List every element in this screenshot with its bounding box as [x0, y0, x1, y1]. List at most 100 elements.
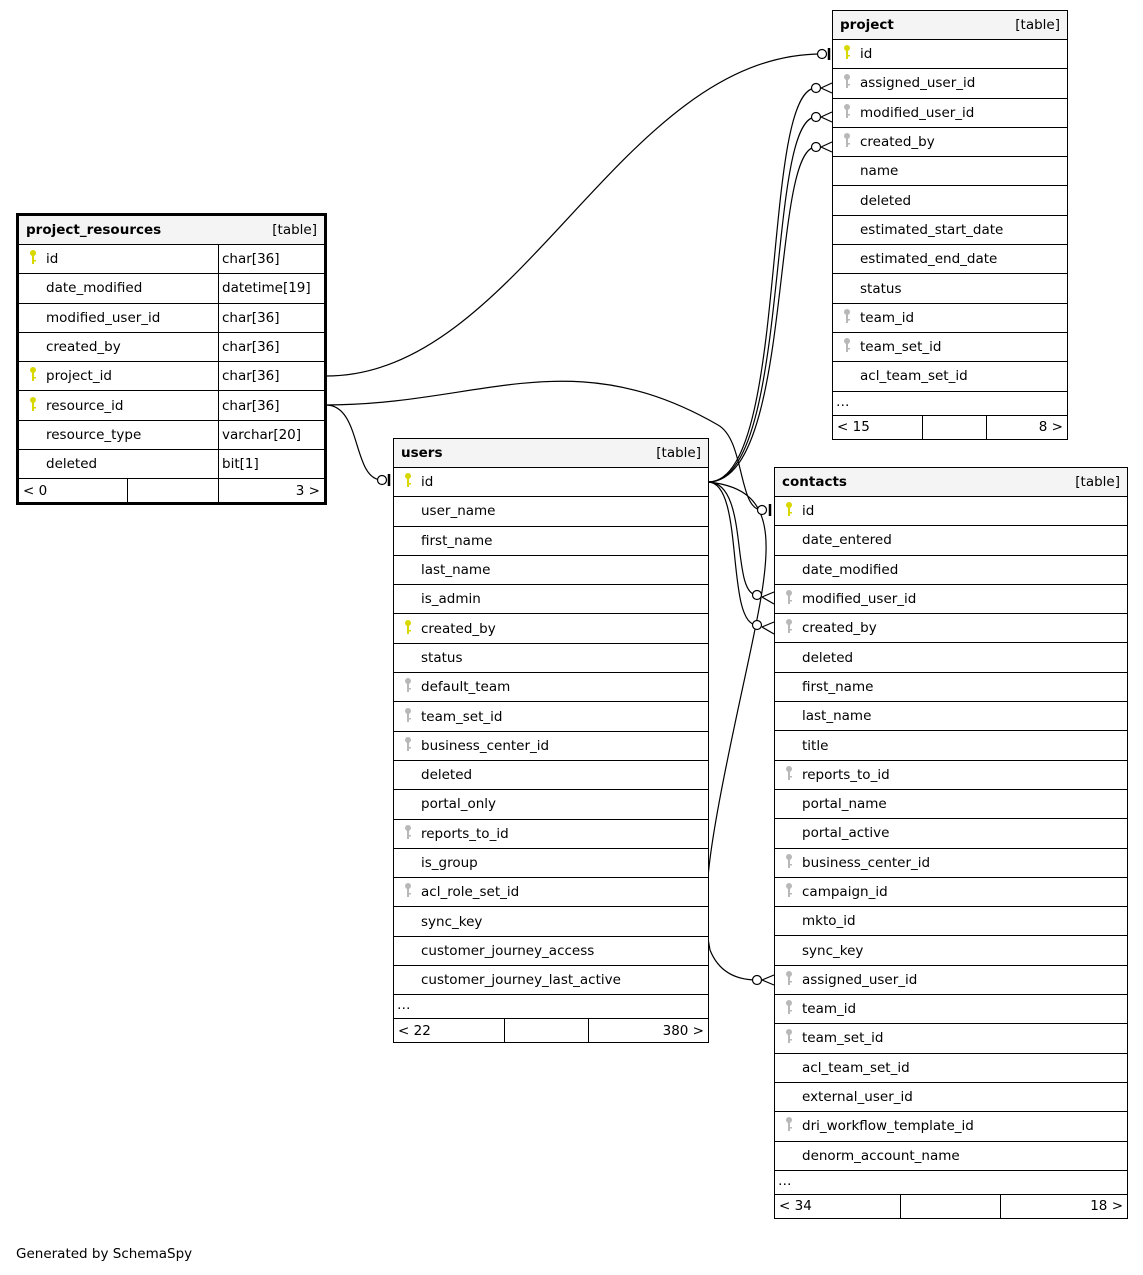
- column-row[interactable]: name: [833, 157, 1067, 187]
- column-row[interactable]: created_by: [394, 614, 708, 644]
- column-row[interactable]: team_id: [775, 995, 1127, 1025]
- column-row[interactable]: date_modified datetime[19]: [19, 274, 324, 304]
- parents-count[interactable]: < 15: [833, 415, 923, 439]
- column-row[interactable]: business_center_id: [394, 732, 708, 761]
- column-row[interactable]: sync_key: [775, 936, 1127, 966]
- column-name: date_entered: [802, 532, 892, 549]
- column-row[interactable]: campaign_id: [775, 878, 1127, 908]
- column-row[interactable]: estimated_start_date: [833, 216, 1067, 246]
- table-users[interactable]: users [table] id user_name first_name last_na…: [393, 438, 709, 1044]
- column-row[interactable]: team_id: [833, 304, 1067, 333]
- column-row[interactable]: denorm_account_name: [775, 1142, 1127, 1171]
- column-row[interactable]: deleted: [775, 643, 1127, 673]
- children-count[interactable]: 18 >: [1090, 1198, 1123, 1215]
- column-name: last_name: [802, 708, 872, 725]
- table-project-resources[interactable]: project_resources [table] id char[36] date_m…: [16, 213, 327, 506]
- column-row[interactable]: title: [775, 731, 1127, 761]
- column-row[interactable]: created_by char[36]: [19, 332, 324, 363]
- foreign-key-icon: [843, 337, 851, 357]
- primary-key-icon: [404, 472, 412, 492]
- column-name: team_set_id: [860, 339, 942, 356]
- parents-count[interactable]: < 34: [775, 1194, 901, 1218]
- column-row[interactable]: acl_team_set_id: [833, 362, 1067, 392]
- column-row[interactable]: created_by: [775, 614, 1127, 644]
- parents-count[interactable]: < 22: [394, 1019, 505, 1043]
- column-row[interactable]: mkto_id: [775, 907, 1127, 937]
- column-row[interactable]: external_user_id: [775, 1083, 1127, 1113]
- children-count[interactable]: 8 >: [1038, 419, 1063, 436]
- column-row[interactable]: assigned_user_id: [833, 69, 1067, 99]
- column-row[interactable]: team_set_id: [394, 702, 708, 732]
- foreign-key-icon: [404, 736, 412, 756]
- column-row[interactable]: acl_team_set_id: [775, 1054, 1127, 1083]
- column-row[interactable]: business_center_id: [775, 849, 1127, 878]
- column-row[interactable]: sync_key: [394, 907, 708, 937]
- column-row[interactable]: reports_to_id: [775, 761, 1127, 790]
- column-row[interactable]: deleted: [394, 761, 708, 791]
- table-footer: < 0 3 >: [19, 479, 324, 503]
- column-row[interactable]: customer_journey_access: [394, 937, 708, 967]
- column-name: assigned_user_id: [860, 75, 976, 92]
- table-project[interactable]: project [table] id assigned_user_id modified…: [832, 10, 1068, 440]
- table-header[interactable]: contacts [table]: [775, 468, 1127, 497]
- column-row[interactable]: is_admin: [394, 585, 708, 615]
- column-row[interactable]: reports_to_id: [394, 820, 708, 849]
- table-header[interactable]: project [table]: [833, 11, 1067, 40]
- foreign-key-icon: [785, 589, 793, 609]
- column-row[interactable]: team_set_id: [775, 1024, 1127, 1054]
- column-name: external_user_id: [802, 1089, 913, 1106]
- column-row[interactable]: id: [394, 468, 708, 498]
- column-row[interactable]: id: [775, 497, 1127, 527]
- parents-count[interactable]: < 0: [19, 479, 128, 503]
- column-row[interactable]: status: [394, 644, 708, 674]
- column-row[interactable]: portal_only: [394, 790, 708, 820]
- primary-key-icon: [29, 249, 37, 269]
- column-row[interactable]: last_name: [394, 556, 708, 586]
- column-row[interactable]: id: [833, 40, 1067, 70]
- table-header[interactable]: users [table]: [394, 439, 708, 468]
- column-row[interactable]: date_entered: [775, 526, 1127, 556]
- column-row[interactable]: assigned_user_id: [775, 966, 1127, 996]
- column-row[interactable]: first_name: [775, 673, 1127, 703]
- column-row[interactable]: id char[36]: [19, 245, 324, 275]
- column-row[interactable]: first_name: [394, 527, 708, 556]
- more-columns[interactable]: …: [394, 995, 708, 1020]
- column-row[interactable]: date_modified: [775, 556, 1127, 585]
- column-row[interactable]: modified_user_id char[36]: [19, 303, 324, 333]
- column-row[interactable]: project_id char[36]: [19, 362, 324, 392]
- column-name: id: [802, 503, 815, 520]
- column-row[interactable]: is_group: [394, 849, 708, 879]
- column-row[interactable]: portal_name: [775, 790, 1127, 820]
- column-row[interactable]: deleted: [833, 186, 1067, 216]
- column-row[interactable]: deleted bit[1]: [19, 450, 324, 480]
- edge-project-resources-project: [325, 53, 823, 377]
- column-row[interactable]: dri_workflow_template_id: [775, 1112, 1127, 1142]
- table-contacts[interactable]: contacts [table] id date_entered date_modifi…: [774, 467, 1128, 1219]
- children-count[interactable]: 380 >: [662, 1022, 704, 1039]
- column-row[interactable]: created_by: [833, 128, 1067, 158]
- column-row[interactable]: estimated_end_date: [833, 245, 1067, 275]
- column-row[interactable]: team_set_id: [833, 333, 1067, 363]
- column-name: resource_id: [46, 397, 124, 414]
- column-row[interactable]: resource_id char[36]: [19, 391, 324, 421]
- column-row[interactable]: resource_type varchar[20]: [19, 420, 324, 451]
- column-row[interactable]: portal_active: [775, 819, 1127, 849]
- column-name: date_modified: [46, 280, 143, 297]
- column-type: char[36]: [218, 391, 324, 420]
- more-columns[interactable]: …: [833, 392, 1067, 416]
- column-row[interactable]: customer_journey_last_active: [394, 966, 708, 996]
- more-columns[interactable]: …: [775, 1171, 1127, 1195]
- column-row[interactable]: user_name: [394, 497, 708, 527]
- column-row[interactable]: acl_role_set_id: [394, 878, 708, 908]
- foreign-key-icon: [785, 882, 793, 902]
- column-row[interactable]: modified_user_id: [775, 585, 1127, 615]
- column-row[interactable]: status: [833, 274, 1067, 304]
- column-row[interactable]: last_name: [775, 702, 1127, 732]
- column-row[interactable]: modified_user_id: [833, 99, 1067, 128]
- column-name: business_center_id: [802, 854, 931, 871]
- table-header[interactable]: project_resources [table]: [19, 216, 324, 245]
- table-kind: [table]: [272, 222, 317, 238]
- column-row[interactable]: default_team: [394, 673, 708, 703]
- children-count[interactable]: 3 >: [295, 482, 320, 499]
